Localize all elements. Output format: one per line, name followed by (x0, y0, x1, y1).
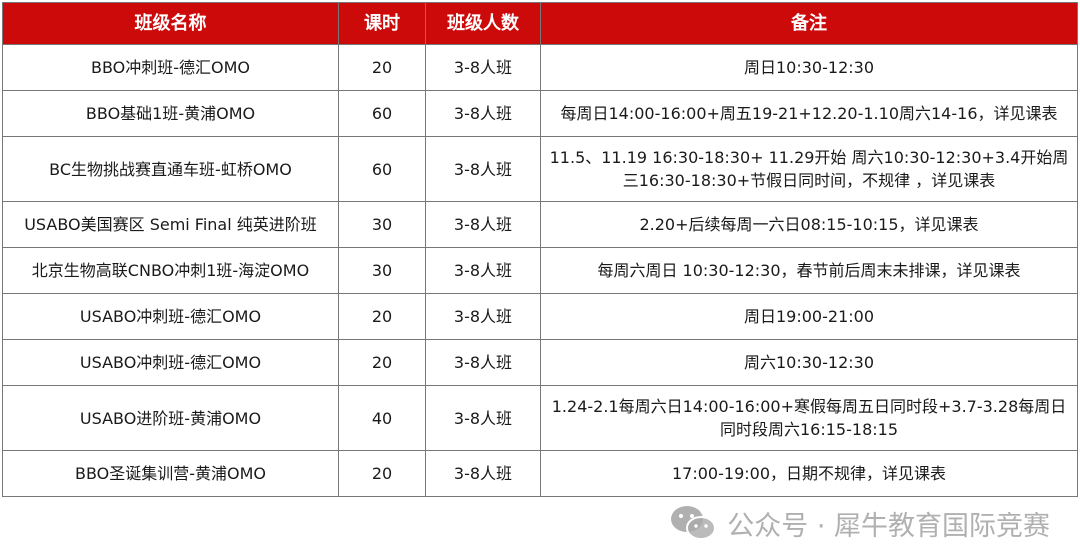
cell-class-name: USABO美国赛区 Semi Final 纯英进阶班 (2, 201, 339, 248)
cell-hours: 30 (338, 201, 426, 248)
table-row: 北京生物高联CNBO冲刺1班-海淀OMO 30 3-8人班 每周六周日 10:30-1… (2, 247, 1078, 294)
table-row: BBO圣诞集训营-黄浦OMO 20 3-8人班 17:00-19:00，日期不规律，详… (2, 450, 1078, 497)
cell-notes: 周六10:30-12:30 (540, 339, 1078, 386)
cell-notes: 周日10:30-12:30 (540, 44, 1078, 91)
table-row: USABO冲刺班-德汇OMO 20 3-8人班 周六10:30-12:30 (2, 339, 1078, 386)
cell-class-name: BBO冲刺班-德汇OMO (2, 44, 339, 91)
cell-hours: 20 (338, 293, 426, 340)
cell-class-name: BBO圣诞集训营-黄浦OMO (2, 450, 339, 497)
cell-class-size: 3-8人班 (425, 44, 541, 91)
cell-class-size: 3-8人班 (425, 293, 541, 340)
table-row: BC生物挑战赛直通车班-虹桥OMO 60 3-8人班 11.5、11.19 16:30… (2, 136, 1078, 202)
header-class-name: 班级名称 (2, 2, 339, 45)
table-row: USABO进阶班-黄浦OMO 40 3-8人班 1.24-2.1每周六日14:00-1… (2, 385, 1078, 451)
cell-class-name: USABO进阶班-黄浦OMO (2, 385, 339, 451)
cell-hours: 60 (338, 90, 426, 137)
header-notes: 备注 (540, 2, 1078, 45)
cell-notes: 每周六周日 10:30-12:30，春节前后周末未排课，详见课表 (540, 247, 1078, 294)
cell-notes: 11.5、11.19 16:30-18:30+ 11.29开始 周六10:30-… (540, 136, 1078, 202)
cell-class-size: 3-8人班 (425, 90, 541, 137)
watermark: 公众号 · 犀牛教育国际竞赛 (0, 497, 1080, 549)
class-schedule-table: 班级名称 课时 班级人数 备注 BBO冲刺班-德汇OMO 20 3-8人班 周日10:… (2, 2, 1078, 497)
cell-hours: 20 (338, 44, 426, 91)
cell-notes: 17:00-19:00，日期不规律，详见课表 (540, 450, 1078, 497)
cell-class-size: 3-8人班 (425, 339, 541, 386)
cell-class-name: BC生物挑战赛直通车班-虹桥OMO (2, 136, 339, 202)
wechat-icon (671, 506, 717, 540)
cell-class-name: USABO冲刺班-德汇OMO (2, 293, 339, 340)
table-header-row: 班级名称 课时 班级人数 备注 (2, 2, 1078, 45)
cell-hours: 20 (338, 339, 426, 386)
cell-notes: 2.20+后续每周一六日08:15-10:15，详见课表 (540, 201, 1078, 248)
cell-class-name: BBO基础1班-黄浦OMO (2, 90, 339, 137)
table-row: BBO基础1班-黄浦OMO 60 3-8人班 每周日14:00-16:00+周五19-… (2, 90, 1078, 137)
cell-notes: 1.24-2.1每周六日14:00-16:00+寒假每周五日同时段+3.7-3.… (540, 385, 1078, 451)
table-row: USABO美国赛区 Semi Final 纯英进阶班 30 3-8人班 2.20+后续… (2, 201, 1078, 248)
watermark-text: 公众号 · 犀牛教育国际竞赛 (727, 510, 1050, 542)
cell-class-size: 3-8人班 (425, 385, 541, 451)
cell-hours: 20 (338, 450, 426, 497)
cell-class-size: 3-8人班 (425, 136, 541, 202)
cell-class-size: 3-8人班 (425, 450, 541, 497)
cell-hours: 60 (338, 136, 426, 202)
table-row: BBO冲刺班-德汇OMO 20 3-8人班 周日10:30-12:30 (2, 44, 1078, 91)
header-hours: 课时 (338, 2, 426, 45)
cell-class-name: 北京生物高联CNBO冲刺1班-海淀OMO (2, 247, 339, 294)
cell-hours: 30 (338, 247, 426, 294)
table-row: USABO冲刺班-德汇OMO 20 3-8人班 周日19:00-21:00 (2, 293, 1078, 340)
cell-hours: 40 (338, 385, 426, 451)
cell-class-size: 3-8人班 (425, 247, 541, 294)
cell-notes: 每周日14:00-16:00+周五19-21+12.20-1.10周六14-16… (540, 90, 1078, 137)
header-class-size: 班级人数 (425, 2, 541, 45)
cell-class-size: 3-8人班 (425, 201, 541, 248)
cell-class-name: USABO冲刺班-德汇OMO (2, 339, 339, 386)
cell-notes: 周日19:00-21:00 (540, 293, 1078, 340)
